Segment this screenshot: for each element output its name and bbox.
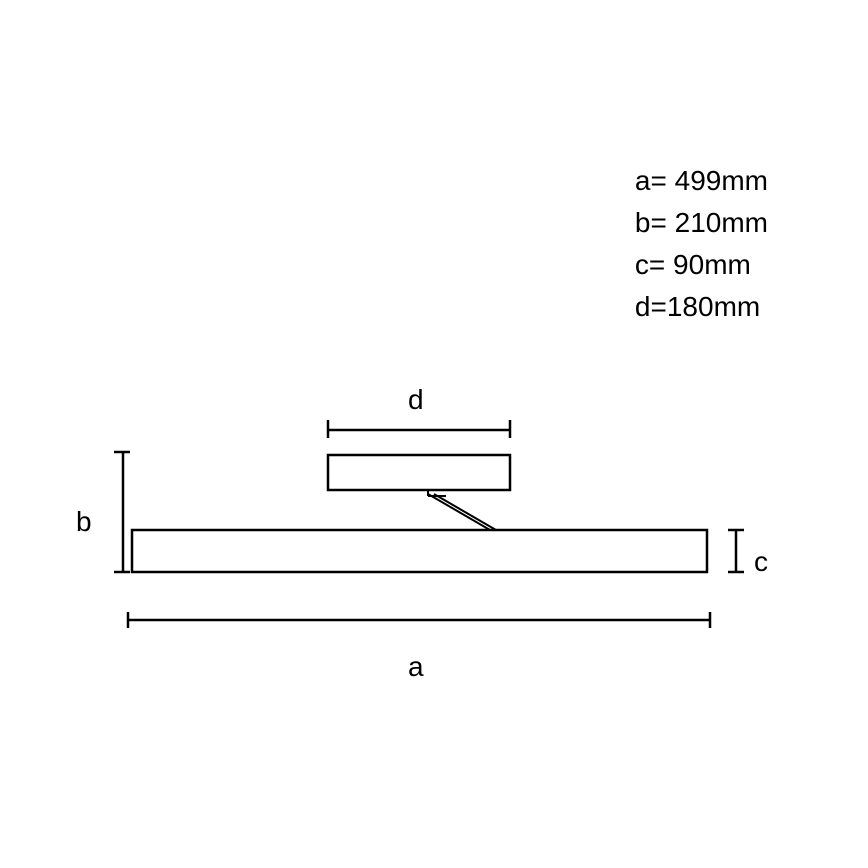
label-a: a bbox=[408, 651, 424, 683]
label-c: c bbox=[754, 546, 768, 578]
label-b: b bbox=[76, 506, 92, 538]
label-d: d bbox=[408, 384, 424, 416]
diagram-svg bbox=[0, 0, 868, 868]
